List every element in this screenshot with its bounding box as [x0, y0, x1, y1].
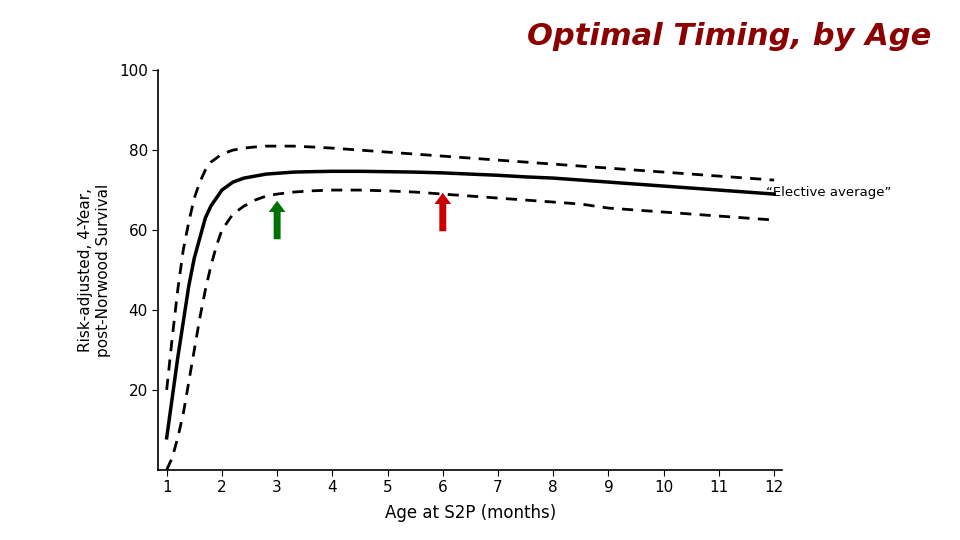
Y-axis label: Risk-adjusted, 4-Year,
post-Norwood Survival: Risk-adjusted, 4-Year, post-Norwood Surv… [79, 184, 110, 356]
Text: Optimal Timing, by Age: Optimal Timing, by Age [527, 22, 931, 51]
Text: “Elective average”: “Elective average” [766, 186, 891, 199]
X-axis label: Age at S2P (months): Age at S2P (months) [385, 503, 556, 522]
